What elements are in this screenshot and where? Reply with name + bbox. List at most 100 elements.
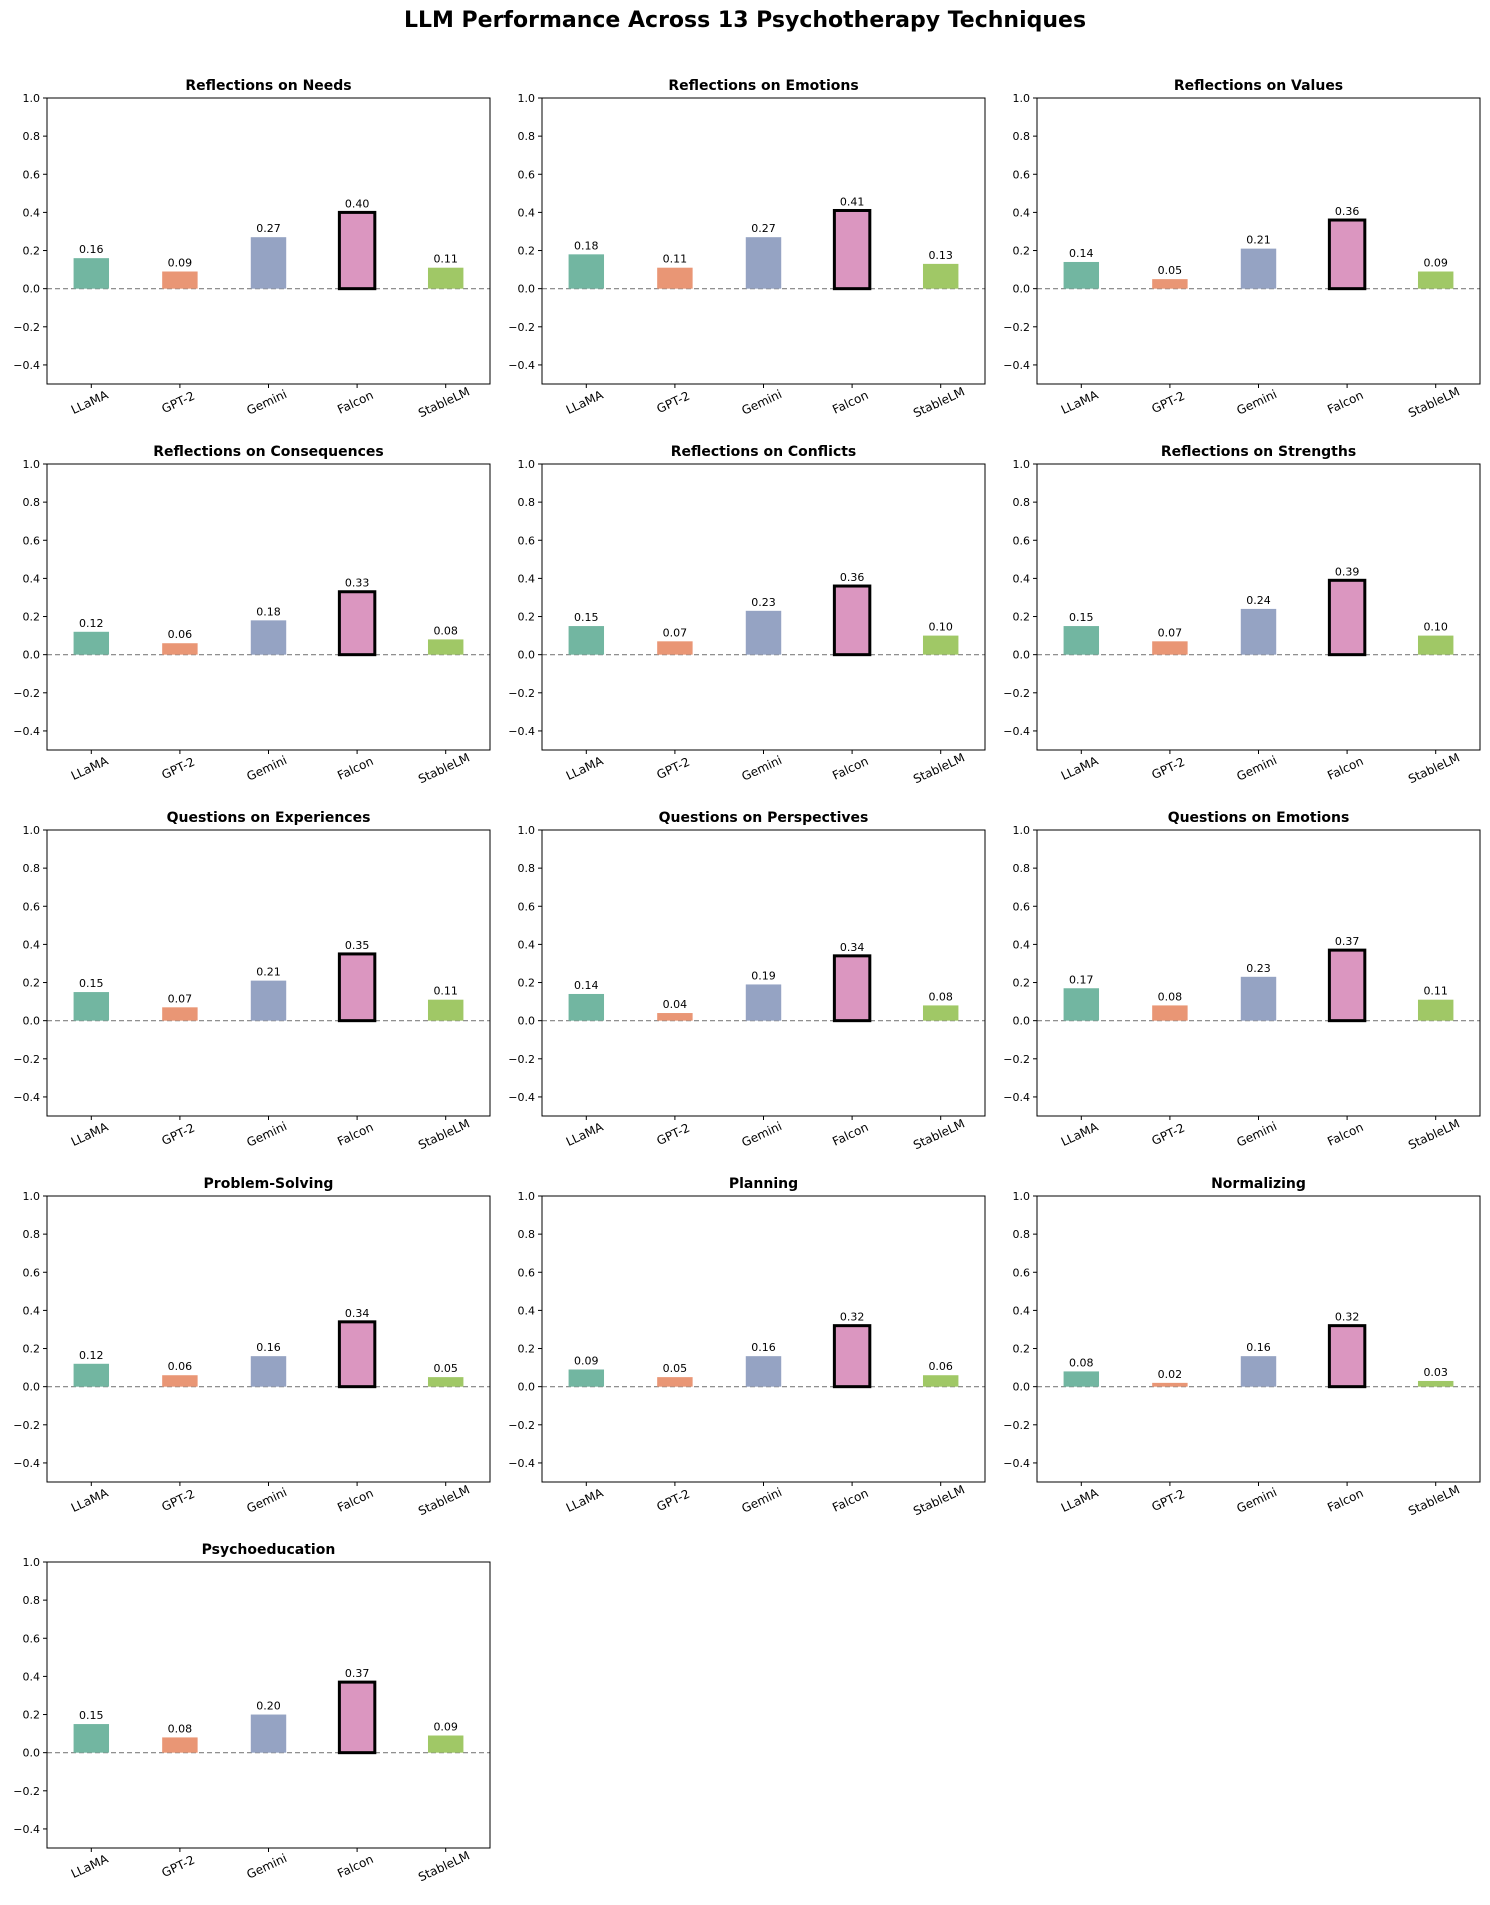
bar-gpt-2 (162, 1375, 198, 1387)
bar-falcon (337, 952, 377, 1023)
bar-llama (73, 258, 110, 289)
y-tick-label: 0.6 (518, 1266, 536, 1279)
value-label: 0.23 (751, 596, 776, 609)
bar-gpt-2 (1152, 1382, 1188, 1387)
subplot: Reflections on Strengths −0.4 −0.2 0.0 0.2 0.… (1003, 444, 1481, 786)
value-label: 0.19 (751, 969, 776, 982)
y-tick-label: 1.0 (1013, 1190, 1031, 1203)
value-label: 0.06 (168, 628, 193, 641)
y-tick-label: −0.4 (1003, 359, 1030, 372)
x-tick-label: LLaMA (564, 1485, 606, 1515)
value-label: 0.12 (79, 617, 104, 630)
subplot-title: Reflections on Conflicts (671, 444, 857, 460)
subplot: Questions on Emotions −0.4 −0.2 0.0 0.2 0.4 0.… (1003, 810, 1481, 1152)
value-label: 0.07 (663, 626, 688, 639)
y-tick-label: 0.0 (1013, 649, 1031, 662)
value-label: 0.37 (345, 1667, 370, 1680)
bar-stablelm (1417, 635, 1454, 655)
bar-falcon (832, 208, 872, 291)
y-tick-label: −0.4 (13, 1091, 40, 1104)
value-label: 0.17 (1069, 973, 1094, 986)
bar-gpt-2 (162, 1737, 198, 1753)
figure-title: LLM Performance Across 13 Psychotherapy … (404, 8, 1086, 33)
y-tick-label: 0.0 (23, 1747, 41, 1760)
value-label: 0.39 (1335, 565, 1360, 578)
y-tick-label: −0.2 (1003, 321, 1030, 334)
bar-stablelm (427, 1377, 464, 1387)
value-label: 0.04 (663, 998, 688, 1011)
bar-llama (73, 1724, 110, 1753)
x-tick-label: Falcon (335, 1486, 375, 1515)
value-label: 0.34 (840, 941, 865, 954)
axes-frame (1036, 463, 1481, 751)
bar-gemini (745, 237, 782, 289)
value-label: 0.27 (256, 222, 281, 235)
x-tick-label: GPT-2 (160, 389, 197, 416)
bar-llama (568, 254, 605, 289)
y-tick-label: 0.8 (1013, 130, 1031, 143)
y-tick-label: −0.2 (508, 321, 535, 334)
bar-gemini (250, 980, 287, 1021)
bar-stablelm (427, 999, 464, 1021)
y-tick-label: 0.2 (518, 977, 536, 990)
bar-llama (73, 631, 110, 655)
y-tick-label: −0.2 (1003, 1419, 1030, 1432)
y-tick-label: 0.4 (1013, 1304, 1031, 1317)
y-tick-label: 0.4 (23, 572, 41, 585)
value-label: 0.03 (1423, 1366, 1448, 1379)
y-tick-label: 0.6 (1013, 168, 1031, 181)
subplot: Problem-Solving −0.4 −0.2 0.0 0.2 0.4 0.6 0.8 1.… (13, 1176, 491, 1518)
bar-gemini (250, 237, 287, 289)
x-tick-label: Falcon (335, 1120, 375, 1149)
y-tick-label: 1.0 (23, 824, 41, 837)
y-tick-label: 0.2 (23, 611, 41, 624)
x-tick-label: GPT-2 (1150, 389, 1187, 416)
value-label: 0.35 (345, 939, 370, 952)
axes-frame (541, 1195, 986, 1483)
y-tick-label: 0.2 (518, 1343, 536, 1356)
y-tick-label: −0.2 (13, 687, 40, 700)
x-tick-label: GPT-2 (160, 1121, 197, 1148)
bar-falcon (1327, 578, 1367, 657)
value-label: 0.15 (574, 611, 599, 624)
subplot-title: Normalizing (1211, 1176, 1306, 1192)
x-tick-label: Falcon (830, 754, 870, 783)
bar-gemini (250, 620, 287, 655)
value-label: 0.15 (79, 1709, 104, 1722)
value-label: 0.24 (1246, 594, 1271, 607)
y-tick-label: 0.2 (518, 611, 536, 624)
bar-gemini (745, 1356, 782, 1387)
y-tick-label: −0.4 (508, 1457, 535, 1470)
value-label: 0.32 (840, 1311, 865, 1324)
y-tick-label: −0.4 (13, 1823, 40, 1836)
y-tick-label: 1.0 (1013, 824, 1031, 837)
x-tick-label: LLaMA (69, 1119, 111, 1149)
x-tick-label: Falcon (830, 388, 870, 417)
x-tick-label: StableLM (416, 384, 472, 420)
x-tick-label: Gemini (1235, 753, 1280, 784)
bar-gpt-2 (657, 1013, 693, 1021)
value-label: 0.11 (433, 253, 458, 266)
x-tick-label: Falcon (1325, 1120, 1365, 1149)
bar-gemini (745, 610, 782, 655)
bar-falcon (337, 210, 377, 291)
x-tick-label: GPT-2 (1150, 755, 1187, 782)
bar-gemini (1240, 248, 1277, 289)
axes-frame (46, 1195, 491, 1483)
y-tick-label: 0.4 (1013, 938, 1031, 951)
y-tick-label: 0.0 (23, 1381, 41, 1394)
value-label: 0.11 (1423, 985, 1448, 998)
value-label: 0.08 (168, 1722, 193, 1735)
y-tick-label: −0.4 (13, 359, 40, 372)
axes-frame (46, 97, 491, 385)
x-tick-label: LLaMA (564, 1119, 606, 1149)
value-label: 0.34 (345, 1307, 370, 1320)
bar-llama (1063, 626, 1100, 655)
y-tick-label: 0.8 (23, 1594, 41, 1607)
y-tick-label: 0.2 (518, 245, 536, 258)
bar-gpt-2 (657, 267, 693, 289)
x-tick-label: LLaMA (69, 1485, 111, 1515)
bar-gemini (250, 1714, 287, 1753)
value-label: 0.10 (928, 621, 953, 634)
x-tick-label: StableLM (911, 384, 967, 420)
